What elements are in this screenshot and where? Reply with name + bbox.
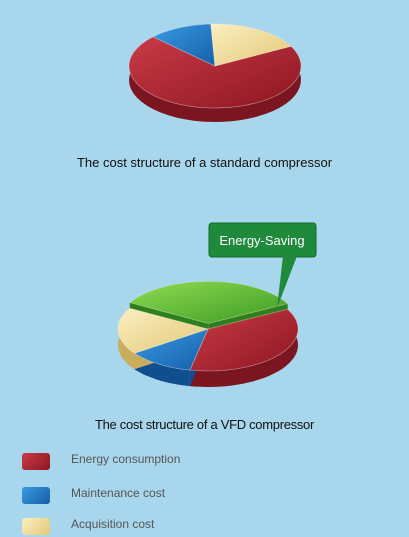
pie-wall-energy-consumption (189, 309, 298, 387)
pie-slice-maintenance-cost (152, 23, 216, 67)
pie-standard-compressor (128, 23, 302, 122)
pie-slice-acquisition-cost (210, 23, 292, 67)
pie-slice-energy-consumption (128, 36, 302, 109)
legend-label-energy: Energy consumption (71, 452, 181, 466)
pie-slice-acquisition-cost (117, 307, 210, 354)
legend-label-acquisition: Acquisition cost (71, 517, 155, 531)
acquisition-swatch (22, 518, 50, 535)
chart-2-caption: The cost structure of a VFD compressor (94, 417, 315, 432)
maintenance-swatch (22, 487, 50, 504)
energy-swatch (22, 453, 50, 470)
callout-label: Energy-Saving (219, 233, 304, 248)
legend-label-maintenance: Maintenance cost (71, 486, 166, 500)
pie-slice-energy-saving (129, 281, 289, 324)
energy-saving-callout: Energy-Saving (208, 222, 317, 308)
chart-1-caption: The cost structure of a standard compres… (76, 155, 333, 170)
callout-box (208, 222, 317, 258)
callout-pointer (277, 256, 297, 308)
legend-item-acquisition: Acquisition cost (22, 517, 402, 537)
pie-vfd-compressor (117, 281, 299, 387)
legend-item-energy: Energy consumption (22, 452, 402, 472)
pie-slice-energy-consumption (189, 308, 299, 372)
legend-item-maintenance: Maintenance cost (22, 486, 402, 506)
pie-slice-maintenance-cost (133, 328, 209, 371)
